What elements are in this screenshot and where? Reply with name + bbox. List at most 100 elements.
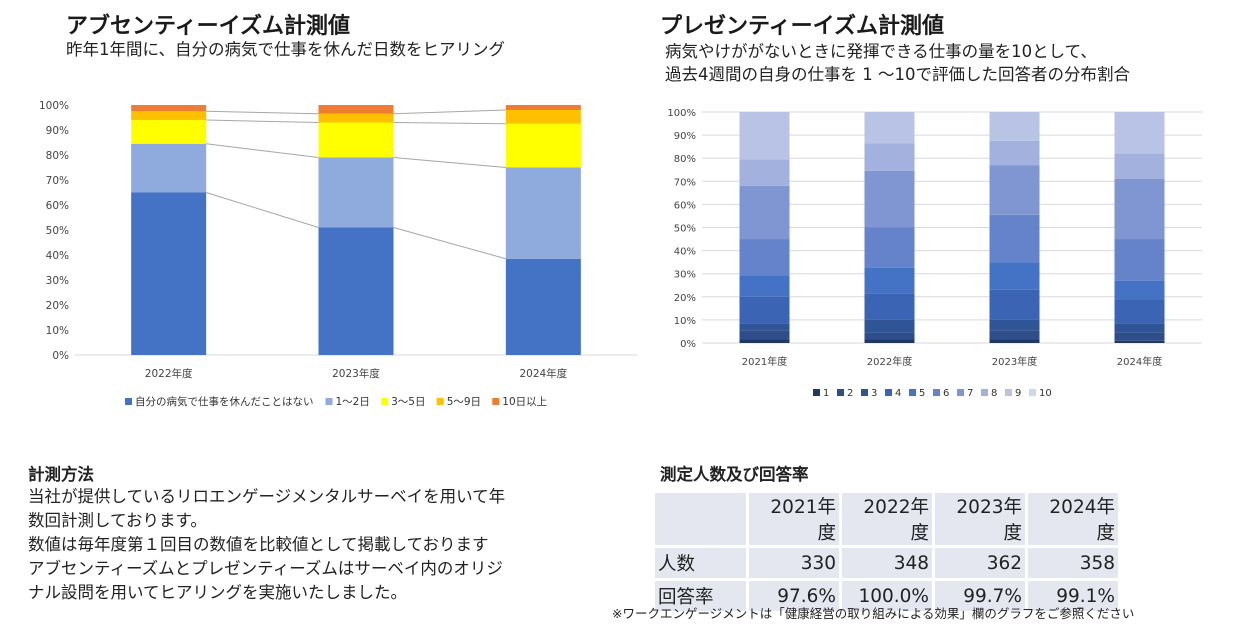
legend-label: 1～2日 — [336, 396, 370, 408]
legend-label: 10 — [1039, 388, 1052, 399]
x-category-label: 2023年度 — [332, 367, 380, 380]
bar-segment-5 — [739, 276, 790, 297]
x-category-label: 2022年度 — [145, 367, 193, 380]
table-header-cell: 2023年度 — [935, 493, 1025, 545]
table-cell: 100.0% — [842, 581, 932, 611]
bar-segment-6 — [739, 239, 790, 277]
bar-segment-4 — [989, 289, 1040, 320]
y-tick-label: 20% — [674, 293, 696, 304]
presenteeism-subtitle-line2: 過去4週間の自身の仕事を 1 ～10で評価した回答者の分布割合 — [665, 65, 1130, 84]
bar-segment-1 — [739, 339, 790, 343]
legend-label: 3 — [871, 388, 877, 399]
footnote: ※ワークエンゲージメントは「健康経営の取り組みによる効果」欄のグラフをご参照くだ… — [612, 606, 1135, 621]
legend-swatch — [957, 389, 964, 396]
bar-segment-6 — [864, 227, 915, 268]
bar-segment-2 — [1114, 332, 1165, 341]
method-line: ナル設問を用いてヒアリングを実施いたしました。 — [28, 583, 408, 602]
legend-label: 10日以上 — [502, 396, 547, 408]
bar-segment-9 — [1114, 112, 1165, 154]
legend-label: 9 — [1015, 388, 1021, 399]
method-line: アブセンティーズムとプレゼンティーズムはサーベイ内のオリジ — [28, 559, 503, 578]
bar-segment-3 — [864, 319, 915, 333]
absenteeism-chart: 0% 10% 20% 30% 40% 50% 60% 70% 80% 90% 100% 2022年度 2… — [39, 100, 637, 408]
series-connector-line — [206, 192, 319, 228]
legend-swatch — [909, 389, 916, 396]
series-connector-line — [393, 227, 506, 260]
bar-segment-10日以上 — [505, 105, 581, 110]
bar-segment-9 — [739, 112, 790, 160]
bar-segment-1～2日 — [131, 143, 207, 193]
y-tick-label: 10% — [46, 325, 69, 337]
y-tick-label: 70% — [46, 175, 69, 187]
table-cell: 348 — [842, 548, 932, 578]
y-tick-label: 80% — [46, 150, 69, 162]
legend-label: 8 — [991, 388, 997, 399]
bar-segment-5～9日 — [131, 111, 207, 120]
absenteeism-title: アブセンティーイズム計測値 — [66, 14, 351, 39]
bar-segment-8 — [989, 140, 1040, 166]
bar-segment-8 — [1114, 153, 1165, 179]
method-line: 数値は毎年度第１回目の数値を比較値として掲載しております — [28, 535, 489, 554]
bar-segment-5 — [864, 267, 915, 294]
y-tick-label: 60% — [46, 200, 69, 212]
bar-segment-自分の病気で仕事を休んだことはない — [131, 192, 207, 355]
bar-segment-4 — [864, 293, 915, 320]
bar-segment-5 — [989, 262, 1040, 290]
bar-segment-3～5日 — [318, 122, 394, 158]
bar-segment-8 — [739, 159, 790, 186]
bar-segment-1～2日 — [318, 157, 394, 228]
legend-swatch — [492, 398, 500, 405]
bar-segment-7 — [864, 170, 915, 228]
legend-swatch — [1005, 389, 1012, 396]
bar-segment-1 — [989, 339, 1040, 343]
x-category-label: 2023年度 — [992, 355, 1037, 368]
y-tick-label: 100% — [667, 108, 696, 119]
table-cell: 99.1% — [1028, 581, 1118, 611]
legend-label: 2 — [847, 388, 853, 399]
table-row: 人数 330 348 362 358 — [655, 548, 1118, 578]
bar-segment-自分の病気で仕事を休んだことはない — [505, 258, 581, 355]
presenteeism-subtitle-line1: 病気やけががないときに発揮できる仕事の量を10として、 — [665, 42, 1097, 61]
bar-segment-7 — [989, 165, 1040, 215]
bar-segment-9 — [864, 112, 915, 144]
y-tick-label: 20% — [46, 300, 69, 312]
y-tick-label: 50% — [674, 224, 696, 235]
method-line: 数回計測しております。 — [28, 511, 207, 530]
series-connector-line — [393, 109, 506, 115]
y-tick-label: 30% — [674, 270, 696, 281]
bar-segment-3 — [989, 319, 1040, 331]
presenteeism-title: プレゼンティーイズム計測値 — [660, 14, 945, 39]
bar-segment-3 — [739, 323, 790, 331]
y-tick-label: 60% — [674, 200, 696, 211]
bar-segment-1 — [864, 339, 915, 343]
y-tick-label: 100% — [39, 100, 69, 112]
absenteeism-subtitle: 昨年1年間に、自分の病気で仕事を休んだ日数をヒアリング — [66, 40, 506, 59]
legend-label: 1 — [823, 388, 829, 399]
legend-swatch — [436, 398, 444, 405]
stats-table: 2021年度 2022年度 2023年度 2024年度 人数 330 348 3… — [652, 490, 1121, 614]
bar-segment-10日以上 — [318, 105, 394, 114]
table-cell: 99.7% — [935, 581, 1025, 611]
bar-segment-7 — [739, 185, 790, 240]
series-connector-line — [206, 143, 319, 158]
table-cell: 358 — [1028, 548, 1118, 578]
y-tick-label: 40% — [674, 247, 696, 258]
bar-segment-5 — [1114, 280, 1165, 300]
method-section: 計測方法 当社が提供しているリロエンゲージメンタルサーベイを用いて年 数回計測し… — [28, 461, 505, 605]
bar-segment-6 — [1114, 239, 1165, 281]
legend-swatch — [1029, 389, 1036, 396]
bar-segment-2 — [989, 330, 1040, 340]
table-cell: 97.6% — [749, 581, 839, 611]
legend-swatch — [861, 389, 868, 396]
y-tick-label: 80% — [674, 154, 696, 165]
y-tick-label: 40% — [46, 250, 69, 262]
table-row-label: 回答率 — [655, 581, 746, 611]
table-header-cell: 2024年度 — [1028, 493, 1118, 545]
table-header-row: 2021年度 2022年度 2023年度 2024年度 — [655, 493, 1118, 545]
table-corner-cell — [655, 493, 746, 545]
legend-swatch — [325, 398, 333, 405]
method-title: 計測方法 — [28, 465, 94, 484]
legend-label: 5～9日 — [447, 396, 481, 408]
bar-segment-2 — [864, 332, 915, 340]
bar-segment-5～9日 — [318, 113, 394, 123]
